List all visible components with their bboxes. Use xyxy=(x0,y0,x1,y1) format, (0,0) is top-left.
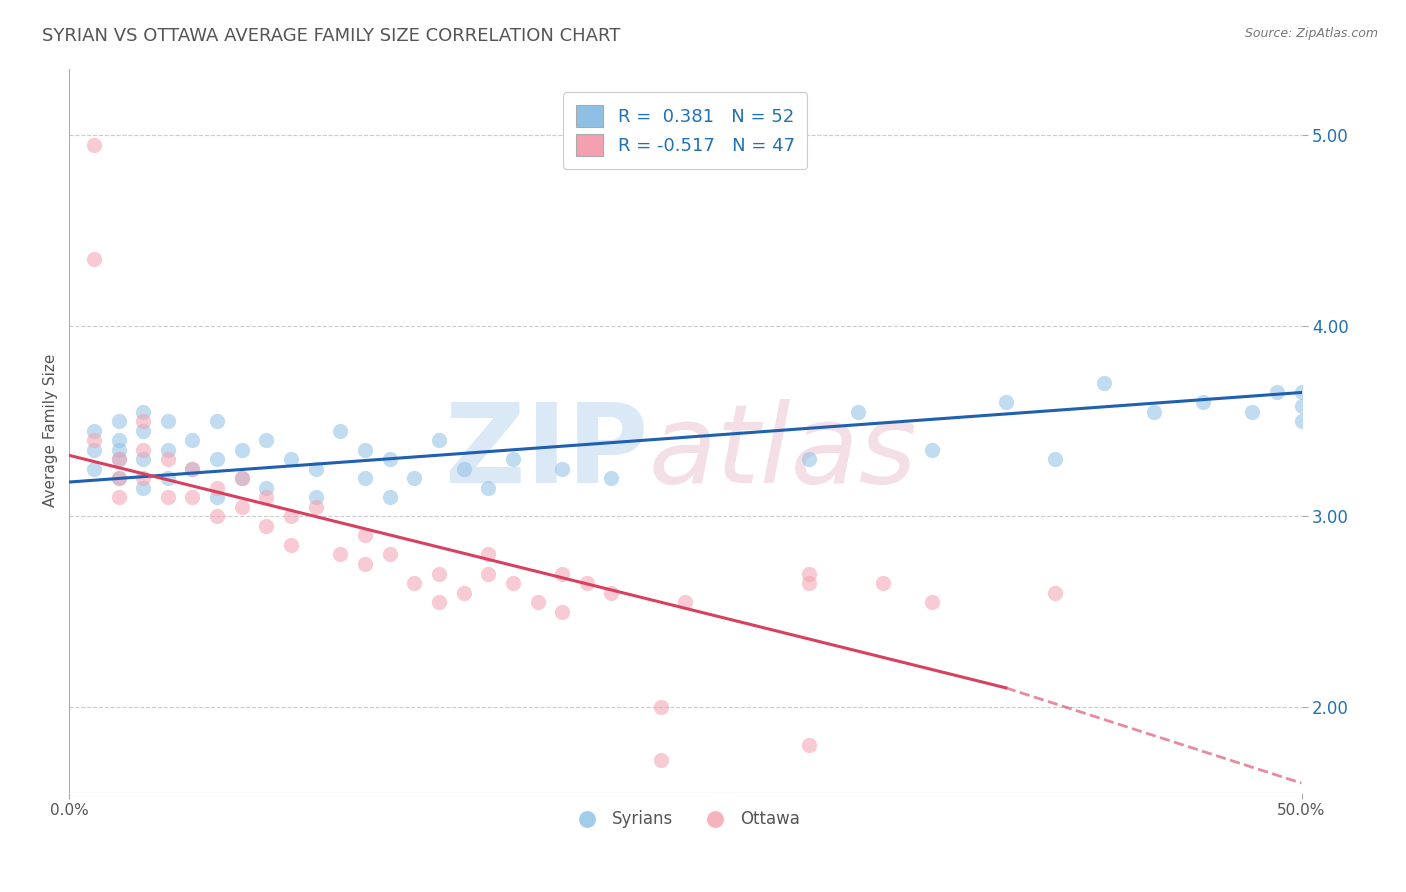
Text: Source: ZipAtlas.com: Source: ZipAtlas.com xyxy=(1244,27,1378,40)
Y-axis label: Average Family Size: Average Family Size xyxy=(44,354,58,508)
Text: atlas: atlas xyxy=(648,399,917,506)
Legend: Syrians, Ottawa: Syrians, Ottawa xyxy=(564,804,807,835)
Text: SYRIAN VS OTTAWA AVERAGE FAMILY SIZE CORRELATION CHART: SYRIAN VS OTTAWA AVERAGE FAMILY SIZE COR… xyxy=(42,27,620,45)
Text: ZIP: ZIP xyxy=(446,399,648,506)
